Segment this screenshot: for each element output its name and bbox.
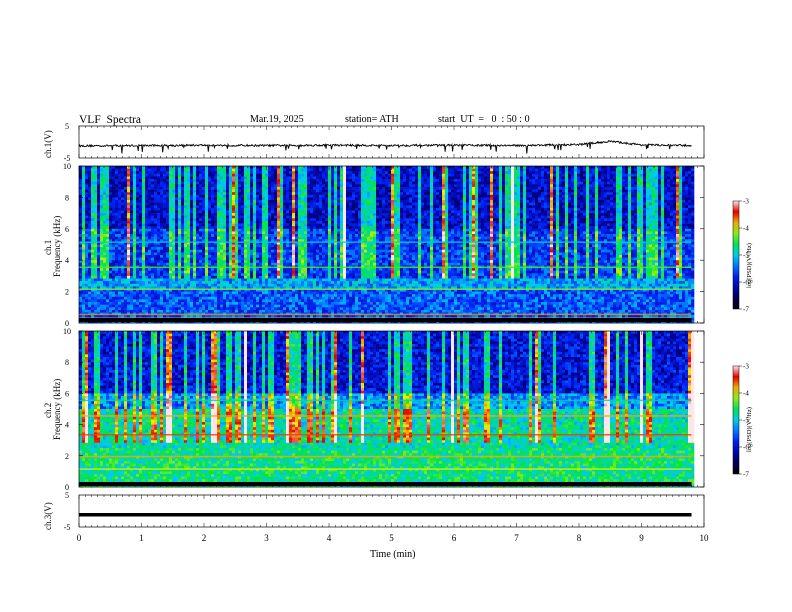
y-tick-label: 4 (65, 421, 69, 430)
x-tick-label: 7 (514, 533, 519, 543)
y-tick-label: -5 (64, 523, 71, 532)
x-tick-label: 8 (577, 533, 582, 543)
vlf-spectra-figure: VLF Spectra Mar.19, 2025 station= ATH st… (0, 0, 792, 612)
y-tick-label: 5 (65, 122, 69, 131)
ch2-spectrogram-axis-label-frequency: Frequency (kHz) (52, 379, 62, 440)
colorbar-1-label: log(PSD)(V²/Hz) (746, 243, 753, 288)
y-tick-label: 8 (65, 193, 69, 202)
x-tick-label: 4 (327, 533, 332, 543)
y-tick-label: 6 (65, 389, 69, 398)
plot-area: 5-50246810-3-4-5-6-70246810-3-4-5-6-75-5… (0, 0, 792, 612)
colorbar-2-label: log(PSD)(V²/Hz) (746, 407, 753, 452)
colorbar-tick-label: -4 (743, 390, 749, 398)
ch2-spectrogram (79, 331, 694, 487)
y-tick-label: 2 (65, 288, 69, 297)
x-tick-label: 5 (389, 533, 394, 543)
y-tick-label: 2 (65, 452, 69, 461)
y-tick-label: 6 (65, 225, 69, 234)
y-tick-label: 5 (65, 491, 69, 500)
ch3-voltage-axis-label: ch.3(V) (43, 502, 53, 530)
y-tick-label: 4 (65, 256, 69, 265)
ch1-spectrogram-axis-label-frequency: Frequency (kHz) (52, 216, 62, 277)
y-tick-label: 8 (65, 358, 69, 367)
colorbar-tick-label: -3 (743, 198, 749, 206)
colorbar-tick-label: -4 (743, 225, 749, 233)
panel-frame (79, 495, 704, 527)
x-tick-label: 6 (452, 533, 457, 543)
colorbar-tick-label: -7 (743, 306, 749, 314)
x-tick-label: 3 (264, 533, 269, 543)
colorbar-1 (733, 201, 739, 309)
y-tick-label: 10 (63, 327, 71, 336)
x-tick-label: 9 (639, 533, 644, 543)
x-tick-label: 0 (77, 533, 82, 543)
colorbar-tick-label: -7 (743, 471, 749, 479)
colorbar-tick-label: -3 (743, 363, 749, 371)
x-tick-label: 2 (202, 533, 207, 543)
x-tick-label: 1 (139, 533, 144, 543)
ch1-voltage-axis-label: ch.1(V) (43, 130, 53, 158)
x-tick-label: 10 (700, 533, 710, 543)
x-axis-label: Time (min) (370, 549, 415, 560)
ch1-spectrogram (79, 166, 694, 323)
y-tick-label: 10 (63, 162, 71, 171)
colorbar-2 (733, 366, 739, 474)
ch1-voltage-series (79, 141, 692, 154)
